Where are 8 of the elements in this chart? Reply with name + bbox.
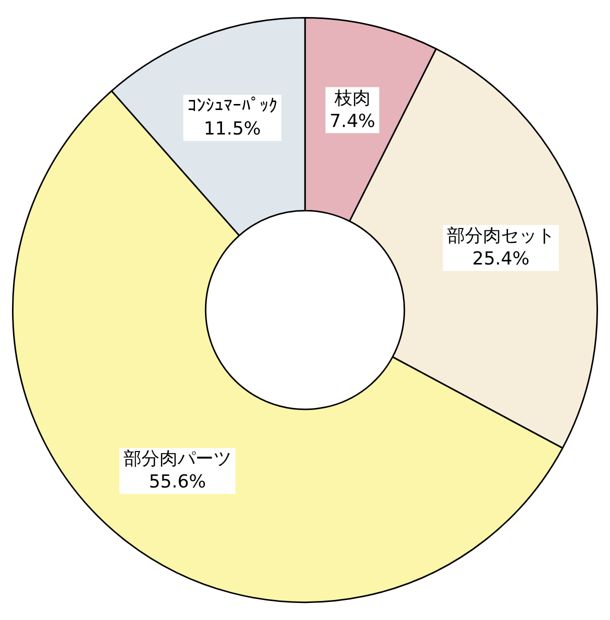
slice-label: ｺﾝｼｭﾏｰﾊﾟｯｸ bbox=[187, 96, 278, 117]
data-label: 7.4% bbox=[330, 110, 376, 132]
slice-label: 部分肉パーツ bbox=[123, 448, 232, 470]
data-label: 11.5% bbox=[204, 118, 261, 140]
slice-label: 枝肉 bbox=[333, 88, 370, 109]
data-label: 55.6% bbox=[148, 472, 206, 493]
slice-label: 部分肉セット bbox=[446, 226, 555, 247]
data-label: 25.4% bbox=[472, 248, 530, 270]
